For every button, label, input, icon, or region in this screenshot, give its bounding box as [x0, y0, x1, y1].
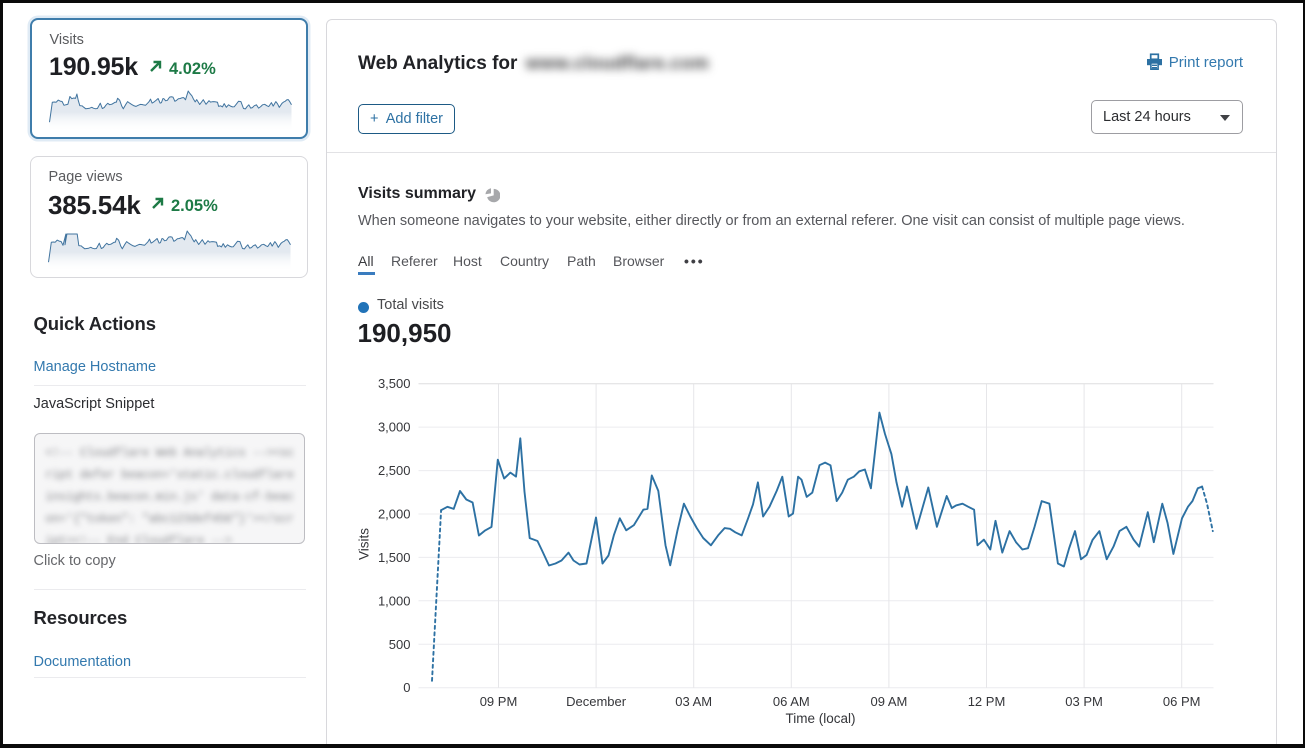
svg-text:2,500: 2,500	[377, 463, 410, 478]
svg-text:2,000: 2,000	[377, 506, 410, 521]
svg-text:12 PM: 12 PM	[967, 694, 1005, 709]
svg-text:3,000: 3,000	[377, 419, 410, 434]
svg-text:06 AM: 06 AM	[772, 694, 809, 709]
svg-text:06 PM: 06 PM	[1162, 694, 1200, 709]
svg-text:Time (local): Time (local)	[785, 711, 855, 726]
svg-text:03 AM: 03 AM	[675, 694, 712, 709]
svg-text:1,500: 1,500	[377, 549, 410, 564]
svg-text:Visits: Visits	[356, 527, 371, 559]
svg-text:3,500: 3,500	[377, 376, 410, 391]
svg-text:December: December	[566, 694, 627, 709]
svg-text:09 PM: 09 PM	[479, 694, 517, 709]
svg-text:1,000: 1,000	[377, 593, 410, 608]
svg-text:09 AM: 09 AM	[870, 694, 907, 709]
svg-text:03 PM: 03 PM	[1065, 694, 1103, 709]
svg-text:0: 0	[403, 680, 410, 695]
svg-text:500: 500	[388, 636, 410, 651]
